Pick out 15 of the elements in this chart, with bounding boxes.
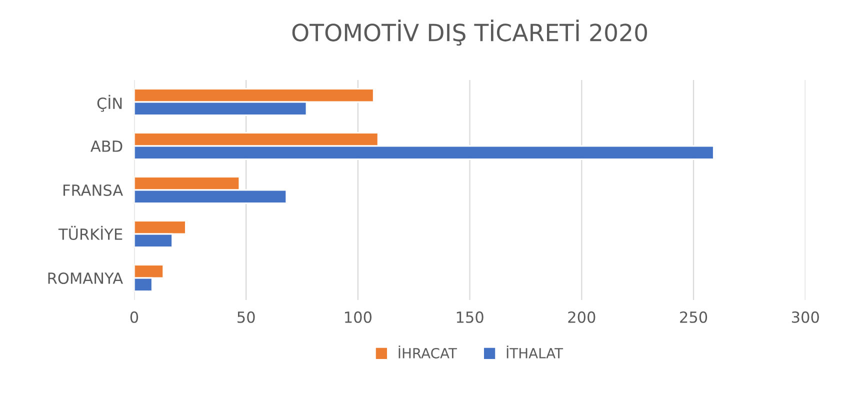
x-tick-label: 250 [680,311,708,323]
y-tick-label: FRANSA [64,184,123,196]
y-tick-label: ÇİN [97,94,122,112]
y-tick-label: TÜRKİYE [58,226,122,240]
x-tick-label: 200 [568,311,596,323]
chart-title: OTOMOTİV DIŞ TİCARETİ 2020 [292,20,648,46]
y-tick-label: ROMANYA [48,272,123,284]
x-tick-label: 100 [345,311,372,323]
y-tick-label: ABD [90,140,122,152]
x-tick-label: 150 [456,311,484,323]
legend-label: İHRACAT [398,346,457,358]
x-tick-label: 0 [130,311,138,323]
x-tick-label: 50 [238,311,255,323]
x-tick-label: 300 [792,311,819,323]
legend-label: İTHALAT [506,346,564,358]
